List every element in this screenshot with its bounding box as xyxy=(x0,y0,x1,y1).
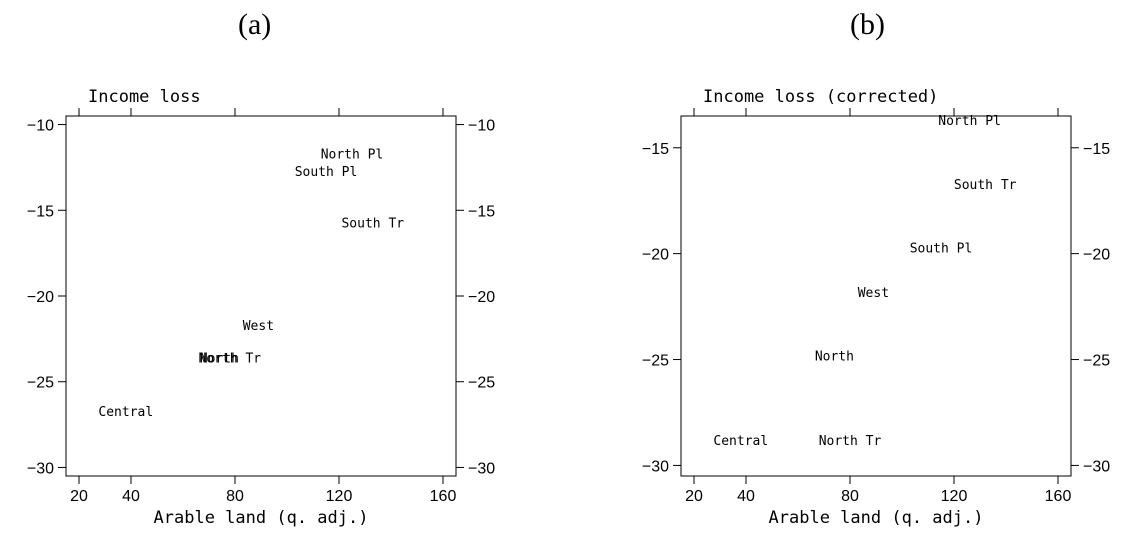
chart1-y-tick-label-left: −15 xyxy=(27,203,54,220)
chart2-y-tick-label-left: −15 xyxy=(642,141,669,158)
chart1-y-tick-label-left: −30 xyxy=(27,460,54,477)
chart1-x-tick-label: 20 xyxy=(70,488,88,505)
chart1-y-tick-label-right: −15 xyxy=(468,203,495,220)
chart2-point-north: North xyxy=(815,349,854,364)
chart2-y-tick-label-right: −25 xyxy=(1083,353,1110,370)
chart2-point-south-tr: South Tr xyxy=(954,178,1017,193)
panel-label-b: (b) xyxy=(850,8,885,41)
chart1-point-north-tr: North Tr xyxy=(198,352,261,367)
chart1-x-axis-title: Arable land (q. adj.) xyxy=(154,508,369,528)
chart2-point-north-pl: North Pl xyxy=(938,114,1001,129)
chart2-x-tick-label: 80 xyxy=(841,488,859,505)
chart1-x-tick-label: 80 xyxy=(226,488,244,505)
chart2-y-tick-label-right: −15 xyxy=(1083,141,1110,158)
chart2-y-tick-label-right: −30 xyxy=(1083,458,1110,475)
chart1-y-tick-label-right: −30 xyxy=(468,460,495,477)
chart2-plot-frame xyxy=(680,115,1072,477)
chart2-point-west: West xyxy=(858,286,889,301)
chart1-point-north-pl: North Pl xyxy=(321,148,384,163)
chart1-x-tick-label: 40 xyxy=(122,488,140,505)
chart2-y-tick-label-left: −25 xyxy=(642,353,669,370)
chart1-point-south-pl: South Pl xyxy=(295,165,358,180)
chart1-x-tick-label: 120 xyxy=(326,488,353,505)
chart1-point-south-tr: South Tr xyxy=(341,216,404,231)
chart2-x-tick-label: 20 xyxy=(685,488,703,505)
chart1-title: Income loss xyxy=(88,87,201,107)
chart2-point-north-tr: North Tr xyxy=(819,434,882,449)
chart2-y-tick-label-left: −20 xyxy=(642,247,669,264)
chart1-point-north: North xyxy=(200,352,239,367)
panel-label-a: (a) xyxy=(238,8,272,41)
chart1-y-tick-label-right: −25 xyxy=(468,375,495,392)
chart2-y-tick-label-right: −20 xyxy=(1083,247,1110,264)
chart2-x-tick-label: 40 xyxy=(737,488,755,505)
chart1-y-tick-label-right: −10 xyxy=(468,118,495,135)
chart2-x-tick-label: 120 xyxy=(941,488,968,505)
chart2-x-axis-title: Arable land (q. adj.) xyxy=(769,508,984,528)
chart2-y-tick-label-left: −30 xyxy=(642,458,669,475)
chart1-x-tick-label: 160 xyxy=(430,488,457,505)
chart1-y-tick-label-left: −25 xyxy=(27,375,54,392)
chart2-x-tick-label: 160 xyxy=(1045,488,1072,505)
chart2-title: Income loss (corrected) xyxy=(703,87,938,107)
chart1-point-west: West xyxy=(243,319,274,334)
chart1-plot-frame xyxy=(65,115,457,477)
chart1-y-tick-label-left: −20 xyxy=(27,289,54,306)
chart1-y-tick-label-right: −20 xyxy=(468,289,495,306)
chart2-point-central: Central xyxy=(713,434,768,449)
chart2-point-south-pl: South Pl xyxy=(910,241,973,256)
chart1-y-tick-label-left: −10 xyxy=(27,118,54,135)
chart1-point-central: Central xyxy=(98,405,153,420)
